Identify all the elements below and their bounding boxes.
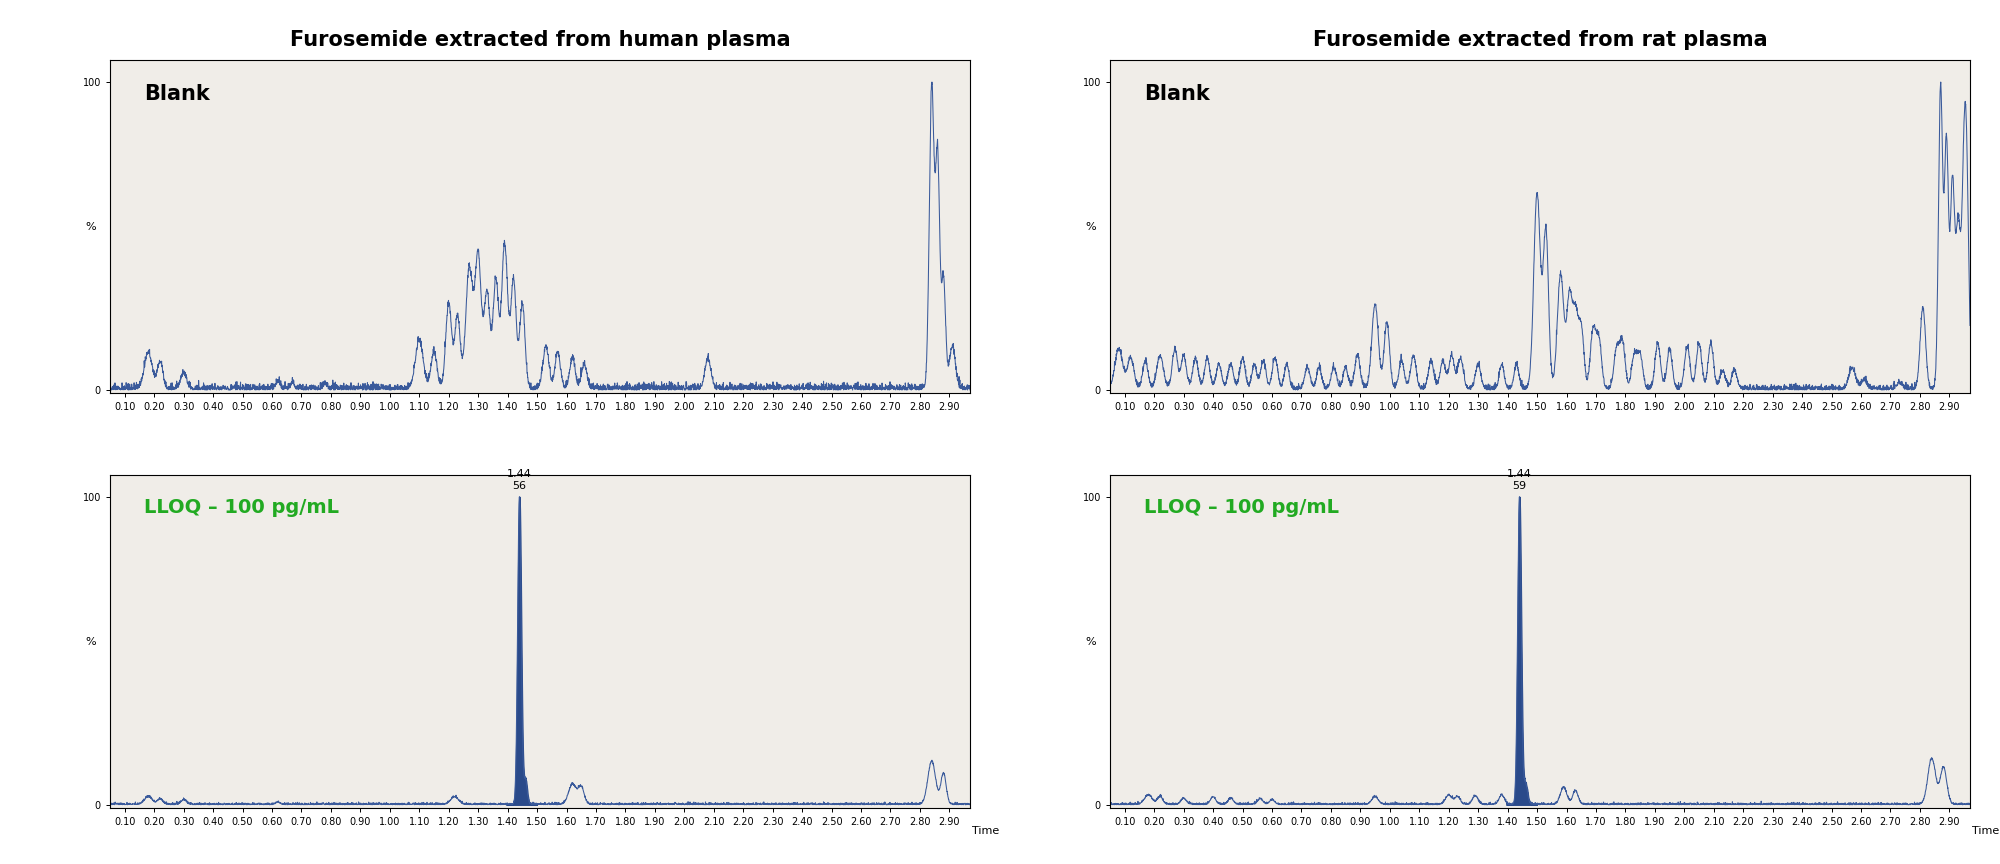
Text: %: % [86,222,96,232]
Text: Time: Time [1972,826,1998,836]
Text: Blank: Blank [1144,84,1210,104]
Text: Time: Time [972,826,998,836]
Text: %: % [86,637,96,646]
Text: Furosemide extracted from rat plasma: Furosemide extracted from rat plasma [1312,30,1768,50]
Text: Blank: Blank [144,84,210,104]
Text: Furosemide extracted from human plasma: Furosemide extracted from human plasma [290,30,790,50]
Text: 1.44
59: 1.44 59 [1506,469,1532,491]
Text: %: % [1086,222,1096,232]
Text: LLOQ – 100 pg/mL: LLOQ – 100 pg/mL [144,499,340,518]
Text: %: % [1086,637,1096,646]
Text: 1.44
56: 1.44 56 [506,469,532,491]
Text: LLOQ – 100 pg/mL: LLOQ – 100 pg/mL [1144,499,1340,518]
